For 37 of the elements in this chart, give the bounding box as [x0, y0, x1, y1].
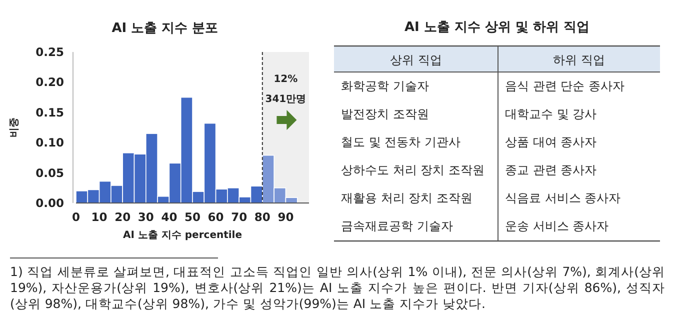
text: 음식 관련 단순 종사자 [505, 79, 624, 93]
text: 종교 관련 종사자 [505, 163, 597, 177]
y-tick-label: 0.25 [36, 45, 64, 59]
y-tick-label: 0.05 [36, 166, 64, 180]
x-tick-label: 40 [161, 210, 178, 224]
category-label: 하위 직업 [553, 53, 605, 67]
x-tick-label: 30 [138, 210, 154, 224]
chart-title: AI 노출 지수 분포 [112, 21, 218, 36]
text: 발전장치 조작원 [341, 107, 429, 121]
text: 1) 직업 세분류로 살펴보면, 대표적인 고소득 직업인 일반 의사(상위 1% 이내), 전문 의사(상위 7%), 회계사(상위 19%), 자산운용가(상위 19%), 변호사(상위 21%)는 AI 노출 지수가 높은 편이다. 반면 기자(상위 86%), 성직자(상위 98%), 대학교수(상위 98%), 가수 및 성악가(99%)는 AI 노출 지수가 낮았다. [10, 264, 665, 312]
x-tick-label: 20 [114, 210, 131, 224]
y-axis-title: 비중 [9, 118, 20, 138]
y-tick-label: 0.00 [36, 196, 64, 210]
text: 철도 및 전동차 기관사 [341, 135, 460, 149]
text: 식음료 서비스 종사자 [505, 191, 621, 205]
x-tick-label: 90 [278, 210, 294, 224]
y-tick-label: 0.10 [36, 136, 64, 150]
annotation: 341만명 [265, 94, 306, 105]
text: 재활용 처리 장치 조작원 [341, 191, 472, 205]
x-tick-label: 50 [184, 210, 201, 224]
x-tick-label: 60 [208, 210, 224, 224]
x-tick-label: 80 [254, 210, 270, 224]
text: 대학교수 및 강사 [505, 107, 597, 121]
text: 화학공학 기술자 [341, 79, 429, 93]
text: 운송 서비스 종사자 [505, 219, 609, 233]
x-axis-title: AI 노출 지수 percentile [122, 230, 242, 241]
text: AI 노출 지수 상위 및 하위 직업 [404, 20, 590, 35]
x-tick-label: 70 [231, 210, 248, 224]
text: 금속재료공학 기술자 [341, 219, 453, 233]
text: 상품 대여 종사자 [505, 135, 597, 149]
y-tick-label: 0.15 [36, 105, 64, 120]
x-tick-label: 10 [91, 210, 108, 224]
x-tick-label: 0 [72, 210, 80, 224]
category-label: 상위 직업 [390, 53, 442, 67]
text: 상하수도 처리 장치 조작원 [341, 163, 484, 177]
y-tick-label: 0.20 [36, 75, 64, 90]
annotation: 12% [274, 74, 298, 85]
